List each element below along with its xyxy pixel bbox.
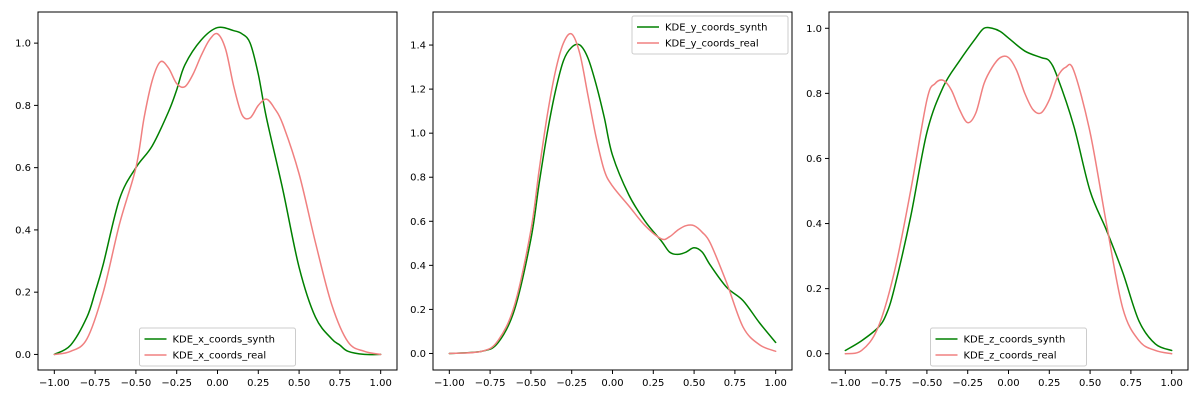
x-tick-label: −1.00 xyxy=(830,378,861,389)
legend-label-KDE_x_coords_synth: KDE_x_coords_synth xyxy=(173,335,275,346)
x-tick-label: −0.25 xyxy=(556,378,587,389)
legend: KDE_z_coords_synth KDE_z_coords_real xyxy=(930,327,1087,367)
series-line-KDE_y_coords_real xyxy=(448,32,777,355)
x-tick-label: −0.75 xyxy=(871,378,902,389)
y-tick-label: 0.8 xyxy=(806,89,822,100)
x-tick-label: 1.00 xyxy=(1161,378,1183,389)
axes-frame xyxy=(37,11,398,371)
y-tick-label: 0.2 xyxy=(15,288,31,299)
x-tick-label: −1.00 xyxy=(39,378,70,389)
legend-label-KDE_z_coords_synth: KDE_z_coords_synth xyxy=(964,335,1066,346)
x-tick-label: 0.50 xyxy=(1079,378,1101,389)
x-tick-label: 0.25 xyxy=(247,378,269,389)
x-tick-label: −0.50 xyxy=(912,378,943,389)
x-tick-label: −0.50 xyxy=(121,378,152,389)
x-tick-label: −0.25 xyxy=(161,378,192,389)
series-line-KDE_z_coords_synth xyxy=(844,26,1173,352)
series-line-KDE_z_coords_real xyxy=(844,55,1173,355)
legend-label-KDE_y_coords_real: KDE_y_coords_real xyxy=(665,39,759,50)
y-tick-label: 1.4 xyxy=(410,41,426,52)
x-tick-label: 1.00 xyxy=(765,378,787,389)
legend-box xyxy=(139,327,296,367)
x-tick-label: −0.50 xyxy=(516,378,547,389)
x-tick-label: −1.00 xyxy=(434,378,465,389)
x-tick-label: 0.00 xyxy=(601,378,623,389)
y-tick-label: 1.0 xyxy=(410,129,426,140)
x-tick-label: 1.00 xyxy=(370,378,392,389)
x-tick-label: −0.75 xyxy=(80,378,111,389)
x-tick-label: 0.00 xyxy=(997,378,1019,389)
x-tick-label: 0.25 xyxy=(642,378,664,389)
y-tick-label: 1.0 xyxy=(806,24,822,35)
legend: KDE_y_coords_synth KDE_y_coords_real xyxy=(631,15,789,55)
chart-panel-2: −1.00 −0.75 −0.50 −0.25 0.00 0.25 0.50 0.75 1.00… xyxy=(410,11,793,389)
y-tick-label: 0.4 xyxy=(806,219,822,230)
x-tick-label: 0.50 xyxy=(683,378,705,389)
legend-label-KDE_z_coords_real: KDE_z_coords_real xyxy=(964,351,1057,362)
series-line-KDE_x_coords_synth xyxy=(53,26,382,356)
x-tick-label: 0.00 xyxy=(206,378,228,389)
x-tick-label: 0.50 xyxy=(288,378,310,389)
x-tick-label: −0.75 xyxy=(475,378,506,389)
chart-panel-3: −1.00 −0.75 −0.50 −0.25 0.00 0.25 0.50 0.75 1.00… xyxy=(806,11,1189,389)
y-tick-label: 0.0 xyxy=(410,349,426,360)
legend-box xyxy=(631,15,789,55)
x-tick-label: 0.75 xyxy=(1120,378,1142,389)
y-tick-label: 0.6 xyxy=(410,217,426,228)
chart-panel-1: −1.00 −0.75 −0.50 −0.25 0.00 0.25 0.50 0.75 1.00… xyxy=(15,11,398,389)
y-tick-label: 0.4 xyxy=(15,225,31,236)
legend-label-KDE_x_coords_real: KDE_x_coords_real xyxy=(173,351,267,362)
y-tick-label: 0.0 xyxy=(15,350,31,361)
y-tick-label: 1.0 xyxy=(15,39,31,50)
y-tick-label: 0.6 xyxy=(806,154,822,165)
y-tick-label: 0.2 xyxy=(410,305,426,316)
y-tick-label: 0.6 xyxy=(15,163,31,174)
y-tick-label: 0.2 xyxy=(806,284,822,295)
legend-box xyxy=(930,327,1087,367)
x-tick-label: 0.75 xyxy=(329,378,351,389)
y-tick-label: 0.0 xyxy=(806,349,822,360)
y-tick-label: 0.8 xyxy=(15,101,31,112)
legend: KDE_x_coords_synth KDE_x_coords_real xyxy=(139,327,296,367)
y-tick-label: 1.2 xyxy=(410,85,426,96)
y-tick-label: 0.4 xyxy=(410,261,426,272)
x-tick-label: 0.75 xyxy=(724,378,746,389)
series-line-KDE_y_coords_synth xyxy=(448,43,777,355)
x-tick-label: 0.25 xyxy=(1038,378,1060,389)
x-tick-label: −0.25 xyxy=(952,378,983,389)
series-line-KDE_x_coords_real xyxy=(53,32,382,356)
legend-label-KDE_y_coords_synth: KDE_y_coords_synth xyxy=(665,23,767,34)
y-tick-label: 0.8 xyxy=(410,173,426,184)
